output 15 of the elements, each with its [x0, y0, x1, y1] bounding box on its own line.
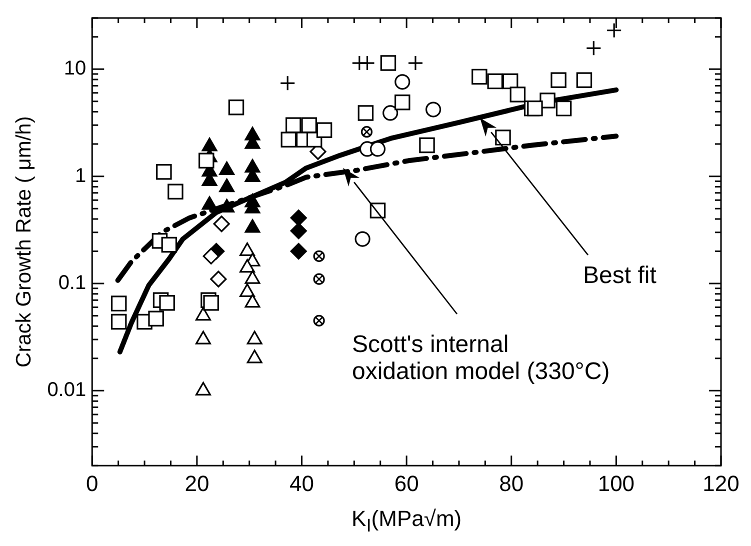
annotation: Best fit: [583, 262, 658, 289]
y-tick-label: 0.1: [58, 272, 86, 294]
y-tick-label: 10: [64, 58, 86, 80]
annotation: Scott's internal oxidation model (330°C): [352, 331, 611, 385]
x-tick-label: 120: [702, 470, 740, 496]
x-tick-label: 60: [394, 470, 419, 496]
x-tick-label: 0: [86, 470, 98, 496]
x-axis-title: K$_{I}$(MPa√m): [352, 506, 462, 536]
y-tick-label: 0.01: [47, 379, 86, 402]
y-tick-label: 1: [75, 164, 86, 187]
x-tick-label: 40: [290, 470, 314, 496]
x-tick-label: 80: [499, 470, 524, 496]
y-axis-title: Crack Growth Rate ( μm/h): [12, 116, 36, 368]
x-tick-label: 100: [598, 470, 635, 496]
x-tick-label: 20: [184, 470, 210, 496]
